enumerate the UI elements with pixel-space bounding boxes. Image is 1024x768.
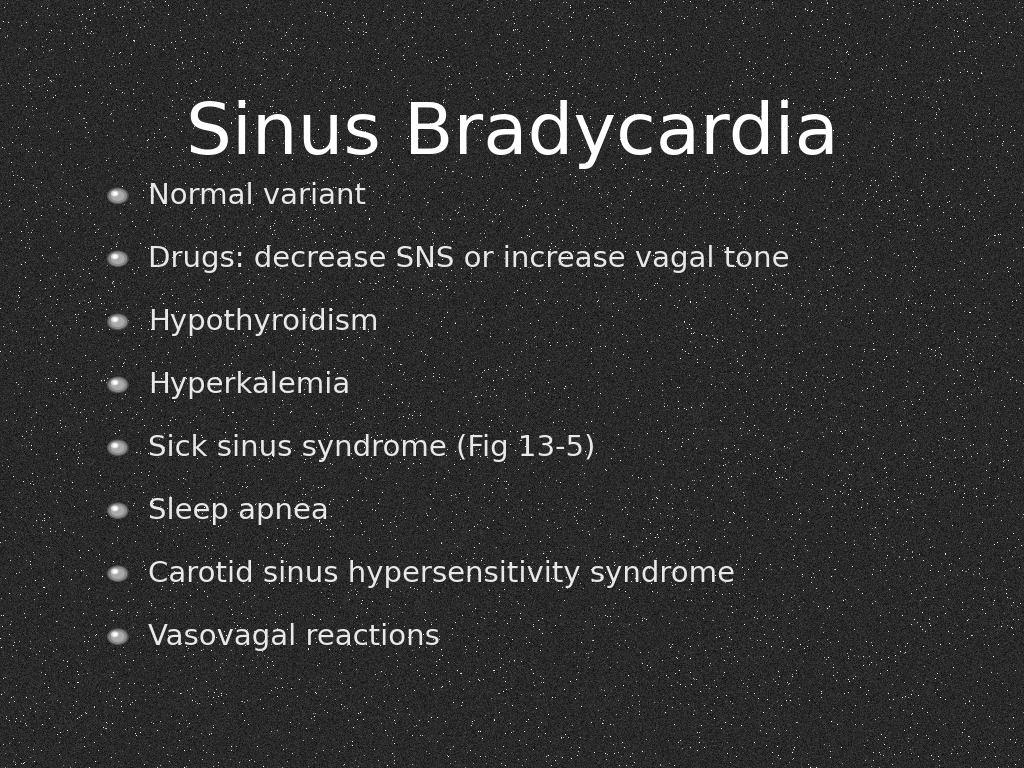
Circle shape: [114, 445, 117, 447]
Circle shape: [112, 317, 124, 326]
Circle shape: [112, 506, 124, 515]
Text: Normal variant: Normal variant: [148, 182, 367, 210]
Circle shape: [114, 508, 117, 510]
Text: Drugs: decrease SNS or increase vagal tone: Drugs: decrease SNS or increase vagal to…: [148, 245, 790, 273]
Circle shape: [108, 629, 128, 644]
Circle shape: [110, 379, 127, 392]
Circle shape: [112, 380, 124, 389]
Circle shape: [112, 443, 124, 452]
Text: Carotid sinus hypersensitivity syndrome: Carotid sinus hypersensitivity syndrome: [148, 560, 735, 588]
Circle shape: [108, 566, 128, 581]
Circle shape: [112, 632, 124, 641]
Circle shape: [110, 631, 127, 644]
Circle shape: [108, 188, 128, 204]
Text: Sick sinus syndrome (Fig 13-5): Sick sinus syndrome (Fig 13-5): [148, 434, 596, 462]
Circle shape: [114, 382, 117, 384]
Circle shape: [112, 254, 124, 263]
Circle shape: [112, 569, 118, 574]
Circle shape: [114, 193, 117, 195]
Circle shape: [112, 443, 118, 448]
Circle shape: [112, 191, 124, 200]
Circle shape: [114, 319, 117, 321]
Circle shape: [110, 441, 127, 455]
Text: Sinus Bradycardia: Sinus Bradycardia: [185, 100, 839, 169]
Circle shape: [112, 254, 118, 259]
Circle shape: [114, 256, 117, 258]
Circle shape: [110, 505, 127, 518]
Circle shape: [112, 191, 118, 196]
Text: Hyperkalemia: Hyperkalemia: [148, 371, 351, 399]
Text: Sleep apnea: Sleep apnea: [148, 497, 330, 525]
Circle shape: [110, 567, 127, 581]
Circle shape: [114, 634, 117, 636]
Circle shape: [114, 571, 117, 573]
Circle shape: [108, 440, 128, 455]
Text: Hypothyroidism: Hypothyroidism: [148, 308, 379, 336]
Circle shape: [110, 316, 127, 329]
Circle shape: [108, 314, 128, 329]
Circle shape: [110, 189, 127, 203]
Circle shape: [108, 251, 128, 266]
Circle shape: [112, 632, 118, 637]
Circle shape: [108, 503, 128, 518]
Circle shape: [108, 377, 128, 392]
Circle shape: [112, 569, 124, 578]
Circle shape: [110, 252, 127, 266]
Circle shape: [112, 506, 118, 511]
Text: Vasovagal reactions: Vasovagal reactions: [148, 623, 440, 650]
Circle shape: [112, 380, 118, 385]
Circle shape: [112, 317, 118, 322]
